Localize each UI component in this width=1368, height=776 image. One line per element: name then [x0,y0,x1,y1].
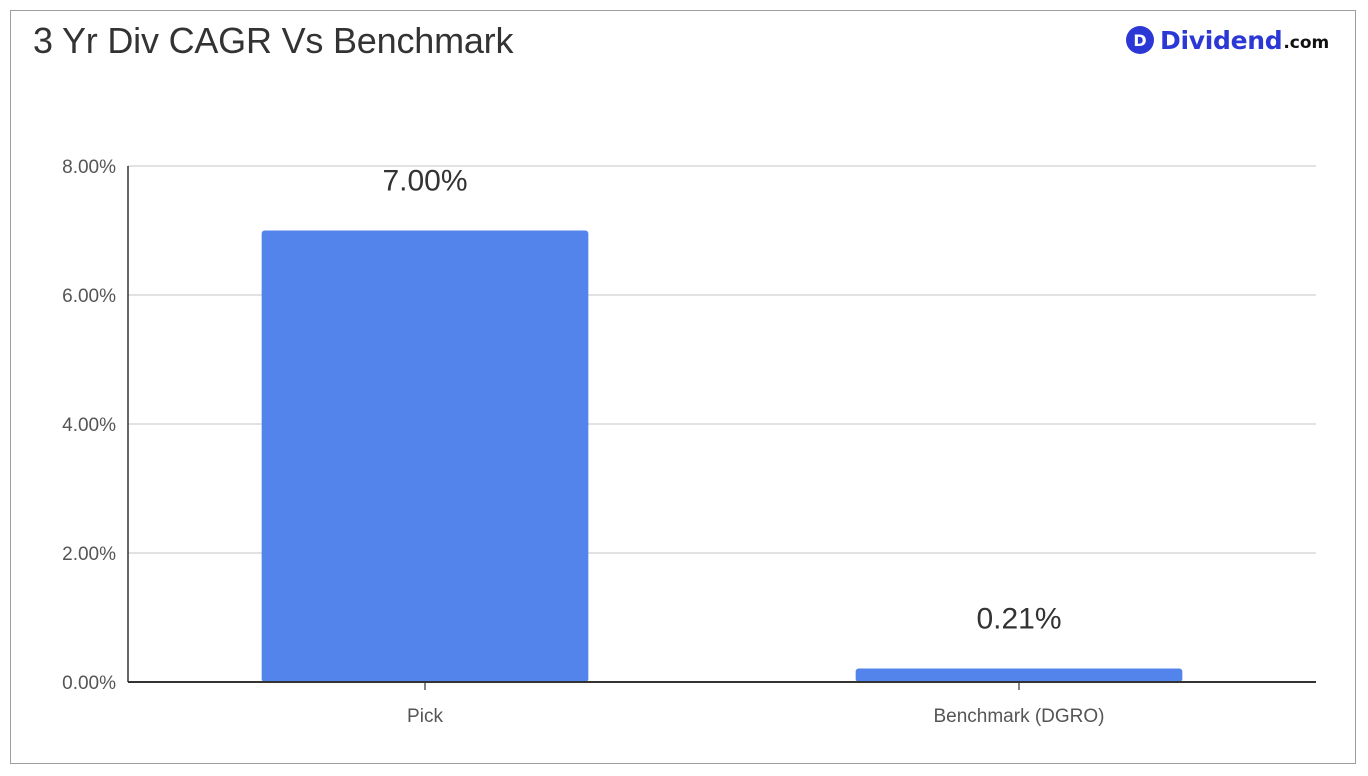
x-category-label: Pick [407,706,443,727]
bar [261,230,589,682]
logo-wordmark: Dividend [1160,25,1283,55]
y-tick-label: 0.00% [62,673,116,694]
y-tick-label: 8.00% [62,157,116,178]
y-tick-label: 2.00% [62,544,116,565]
chart-title: 3 Yr Div CAGR Vs Benchmark [33,20,514,61]
x-category-label: Benchmark (DGRO) [933,706,1104,727]
logo-badge-icon: D [1126,26,1154,54]
logo-suffix: .com [1283,33,1330,53]
bar [855,668,1183,682]
data-label: 0.21% [976,602,1061,635]
y-tick-label: 6.00% [62,286,116,307]
data-label: 7.00% [382,165,467,198]
dividend-logo[interactable]: D Dividend .com [1126,25,1329,55]
y-tick-label: 4.00% [62,415,116,436]
chart-frame [10,10,1356,764]
